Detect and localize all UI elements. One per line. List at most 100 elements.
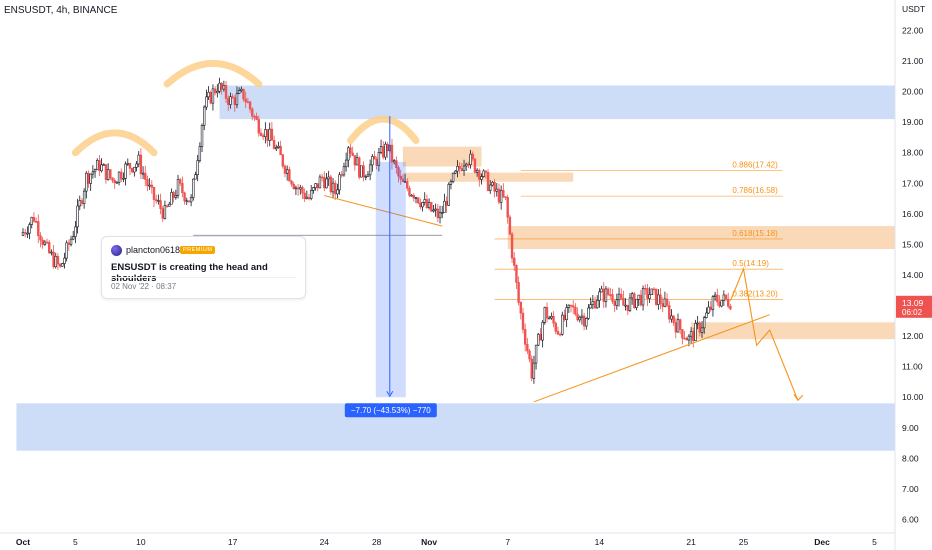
candle [52,244,55,269]
candle-up [624,304,627,307]
candle [438,205,442,224]
candle [82,188,86,209]
price-tick: 19.00 [902,117,924,127]
candle [336,183,339,199]
candle [639,290,643,307]
price-tick: 21.00 [902,56,924,66]
candle-up [74,226,77,237]
candle-up [26,232,29,235]
candle-up [454,170,457,174]
candle-up [628,297,632,311]
candle [266,129,269,147]
time-tick: 17 [228,537,238,547]
measure-label-bg [344,403,437,418]
candle-down [665,298,669,306]
candle [349,142,352,158]
candle [91,165,95,179]
candle [74,221,77,244]
candle [689,327,693,344]
candle-down [104,164,108,180]
candle-down [545,307,549,319]
candle-up [567,304,571,308]
candle [491,181,494,187]
candle [229,92,232,109]
candle [283,164,287,178]
candle [526,338,529,355]
candle [390,138,394,170]
candle-up [648,294,651,299]
author-name[interactable]: plancton0618 [126,245,181,255]
candle-down [652,288,656,291]
candle-up [135,163,138,168]
candle-up [587,307,590,319]
candle-up [604,288,608,302]
candle [30,216,33,229]
candlestick-series [21,77,732,384]
candle [63,252,66,269]
candle [506,194,509,224]
candle [591,294,595,310]
candle-up [69,238,73,245]
candle [565,303,568,328]
candle-up [635,298,638,308]
candle [692,327,695,348]
candle [541,320,544,348]
candle-down [390,144,394,163]
candle [458,162,461,174]
candle [312,186,315,194]
candle-up [240,88,243,91]
candle-up [312,187,315,191]
idea-title[interactable]: ENSUSDT is creating the head and shoulde… [111,262,268,284]
candle-up [294,187,298,190]
candle [100,158,103,173]
candle [275,144,278,152]
candle [382,141,385,160]
candle [707,301,710,315]
candle [654,288,658,306]
candle-down [508,216,512,235]
candle [421,201,424,212]
candle [316,183,319,192]
candle [403,173,407,183]
time-tick: 5 [872,537,877,547]
candle [663,291,667,308]
candle-up [707,306,710,314]
candle-down [220,82,223,90]
author-avatar[interactable] [111,245,122,256]
candle [650,288,654,295]
candle-up [561,314,564,335]
currency-label: USDT [902,4,925,14]
candle [622,290,625,306]
candle-up [700,327,704,333]
candle [722,290,726,306]
candle [168,201,171,207]
candle [106,163,110,181]
candle-up [268,128,271,141]
candle [530,355,533,382]
candle-down [290,180,293,185]
candle-up [237,90,241,94]
candle [480,173,483,185]
candle [327,170,330,187]
candle-up [547,317,551,320]
candle-up [617,293,621,301]
candle [641,285,645,311]
candle [218,77,221,94]
candle [445,196,448,213]
candle [515,264,518,290]
candle [419,198,422,210]
price-tick: 20.00 [902,87,924,97]
candle-down [626,304,629,311]
candle-down [718,301,721,307]
candle-down [301,187,304,194]
candle [604,285,608,308]
idea-card[interactable]: plancton0618 PREMIUM ENSUSDT is creating… [101,236,306,299]
candle-down [261,135,265,138]
candle-down [255,116,258,120]
candle-up [480,176,483,180]
drawings-layer: −7.70 (−43.53%) −770 [71,60,804,418]
candle [547,315,551,320]
candle-up [93,169,97,173]
candle-up [711,296,715,310]
